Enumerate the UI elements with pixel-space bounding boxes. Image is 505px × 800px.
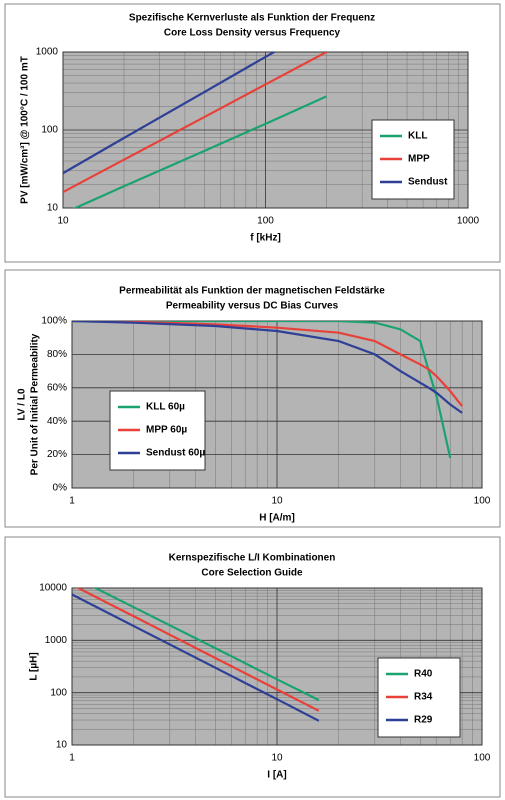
y-tick-label: 1000 bbox=[45, 635, 68, 646]
x-tick-label: 100 bbox=[474, 753, 491, 764]
x-tick-label: 100 bbox=[257, 216, 274, 227]
legend-label: Sendust bbox=[408, 177, 448, 188]
legend-label: R34 bbox=[414, 692, 433, 703]
y-tick-label: 60% bbox=[47, 382, 67, 393]
chart-subtitle: Core Loss Density versus Frequency bbox=[164, 28, 341, 39]
y-tick-label: 80% bbox=[47, 349, 67, 360]
chart-subtitle: Core Selection Guide bbox=[201, 568, 303, 579]
y-tick-label: 100 bbox=[50, 687, 67, 698]
series-line bbox=[72, 321, 463, 407]
y-axis-label: LV / L0 bbox=[17, 388, 28, 420]
chart-panel: 0% 20% 40% 60% 80% 100% 1 10 100 Permeabilität al… bbox=[4, 269, 501, 528]
chart-subtitle: Permeability versus DC Bias Curves bbox=[166, 301, 339, 312]
series-line bbox=[92, 588, 320, 702]
x-axis-label: f [kHz] bbox=[250, 233, 281, 244]
x-tick-label: 1000 bbox=[457, 216, 480, 227]
legend-label: KLL 60µ bbox=[146, 402, 185, 413]
y-tick-label: 10 bbox=[47, 203, 59, 214]
plot-border bbox=[71, 587, 483, 746]
x-tick-label: 10 bbox=[271, 753, 283, 764]
series-line bbox=[72, 321, 463, 414]
y-axis-label: Per Unit of Initial Permeability bbox=[30, 333, 41, 475]
x-axis-label: H [A/m] bbox=[259, 513, 295, 524]
y-tick-label: 0% bbox=[53, 483, 68, 494]
x-axis-label: I [A] bbox=[267, 770, 286, 781]
y-axis-label: L [µH] bbox=[29, 652, 40, 680]
x-tick-label: 1 bbox=[69, 753, 75, 764]
x-tick-label: 1 bbox=[69, 496, 75, 507]
chart-panel: 10 100 1000 10 100 1000 Spezifische Kernverlus… bbox=[4, 3, 501, 263]
series-line bbox=[63, 52, 277, 175]
legend-label: MPP bbox=[408, 154, 430, 165]
y-tick-label: 1000 bbox=[36, 47, 59, 58]
x-tick-label: 10 bbox=[57, 216, 69, 227]
legend-label: R40 bbox=[414, 669, 433, 680]
series-line bbox=[72, 321, 452, 459]
y-tick-label: 10000 bbox=[39, 583, 67, 594]
legend-label: R29 bbox=[414, 715, 433, 726]
series-line bbox=[72, 593, 320, 722]
chart-title: Permeabilität als Funktion der magnetisc… bbox=[119, 286, 385, 297]
chart-title: Spezifische Kernverluste als Funktion de… bbox=[129, 13, 375, 24]
x-tick-label: 10 bbox=[271, 496, 283, 507]
y-tick-label: 100 bbox=[41, 125, 58, 136]
legend-label: KLL bbox=[408, 131, 427, 142]
series-line bbox=[63, 52, 327, 194]
chart-title: Kernspezifische L/I Kombinationen bbox=[169, 553, 336, 564]
series-line bbox=[75, 588, 320, 712]
plot-border bbox=[62, 51, 469, 209]
series-line bbox=[72, 95, 327, 208]
y-tick-label: 10 bbox=[56, 740, 68, 751]
y-tick-label: 40% bbox=[47, 416, 67, 427]
legend-label: MPP 60µ bbox=[146, 425, 187, 436]
y-tick-label: 20% bbox=[47, 449, 67, 460]
y-axis-label: PV [mW/cm³] @ 100°C / 100 mT bbox=[20, 56, 31, 204]
legend-label: Sendust 60µ bbox=[146, 448, 205, 459]
y-tick-label: 100% bbox=[41, 316, 67, 327]
x-tick-label: 100 bbox=[474, 496, 491, 507]
